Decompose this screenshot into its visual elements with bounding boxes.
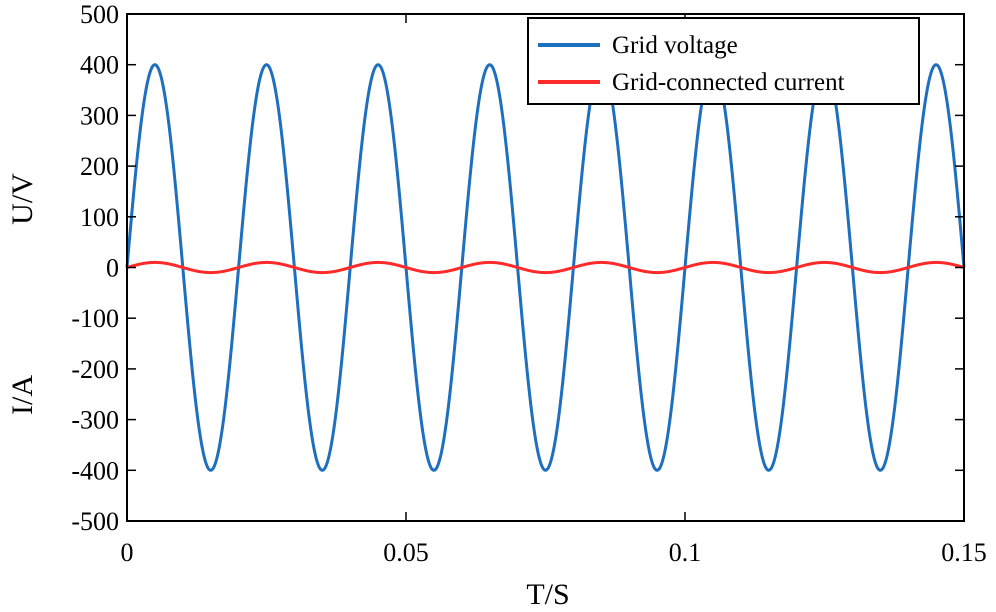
legend-box: [527, 17, 920, 105]
y-tick-label: -500: [71, 507, 119, 536]
x-tick-label: 0.05: [383, 538, 429, 567]
y-tick-label: 200: [80, 152, 119, 181]
x-tick-label: 0: [121, 538, 134, 567]
legend-label-grid-connected-current: Grid-connected current: [612, 69, 845, 96]
y-tick-label: -200: [71, 355, 119, 384]
legend-label-grid-voltage: Grid voltage: [612, 32, 738, 59]
y-axis-ticks: 500 400 300 200 100 0 -100 -200 -300 -400 -500: [71, 0, 964, 536]
y-tick-label: 0: [106, 254, 119, 283]
x-tick-label: 0.1: [669, 538, 702, 567]
series-line-grid-connected-current: [126, 260, 965, 275]
x-axis-label: T/S: [526, 578, 569, 611]
x-tick-label: 0.15: [941, 538, 987, 567]
y-axis-label-current: I/A: [6, 375, 39, 415]
y-tick-label: 500: [80, 0, 119, 29]
y-tick-label: -100: [71, 304, 119, 333]
y-tick-label: 400: [80, 51, 119, 80]
x-axis-ticks: 0 0.05 0.1 0.15: [121, 14, 987, 567]
legend: Grid voltage Grid-connected current: [527, 17, 920, 105]
y-axis-label-voltage: U/V: [6, 173, 39, 225]
y-tick-label: 300: [80, 101, 119, 130]
y-tick-label: -300: [71, 406, 119, 435]
y-tick-label: -400: [71, 456, 119, 485]
y-tick-label: 100: [80, 203, 119, 232]
